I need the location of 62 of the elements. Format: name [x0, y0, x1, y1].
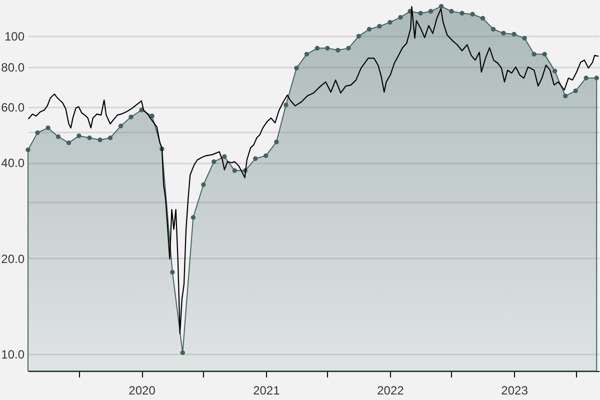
point	[118, 124, 124, 128]
point	[470, 12, 475, 17]
point	[573, 88, 578, 94]
x-tick-label: 2021	[253, 384, 280, 398]
point	[108, 136, 113, 140]
point	[150, 114, 154, 118]
point	[449, 8, 454, 14]
point	[314, 46, 320, 51]
y-tick-label: 20.0	[1, 252, 25, 266]
point	[274, 140, 279, 144]
x-tick-label: 2022	[377, 384, 404, 398]
point	[46, 126, 50, 130]
point	[304, 52, 310, 57]
y-tick-label: 60.0	[1, 100, 25, 114]
point	[584, 76, 588, 80]
point	[201, 182, 206, 188]
point	[232, 168, 237, 173]
point	[346, 46, 351, 51]
point	[438, 4, 444, 9]
x-tick-label: 2023	[501, 384, 528, 398]
point	[222, 154, 227, 159]
point	[594, 76, 599, 80]
point	[66, 140, 72, 146]
point	[35, 130, 40, 136]
point	[532, 52, 536, 57]
point	[366, 26, 372, 32]
point	[490, 26, 496, 32]
point	[284, 102, 288, 108]
point	[26, 148, 30, 152]
point	[212, 159, 216, 164]
point	[388, 20, 392, 25]
point	[294, 66, 299, 70]
point	[264, 153, 268, 158]
point	[253, 156, 258, 161]
point	[522, 36, 527, 41]
y-tick-label: 80.0	[1, 60, 25, 75]
point	[356, 34, 362, 39]
point	[428, 8, 434, 14]
point	[563, 94, 568, 98]
point	[76, 134, 82, 138]
point	[552, 68, 558, 74]
point	[542, 52, 547, 57]
y-tick-label: 10.0	[1, 348, 25, 362]
point	[87, 136, 92, 140]
y-tick-label: 40.0	[1, 156, 25, 170]
point	[180, 350, 185, 356]
y-tick-label: 100	[4, 30, 25, 44]
x-tick-label: 2020	[128, 384, 156, 398]
point	[501, 30, 506, 36]
point	[190, 215, 196, 220]
point	[325, 46, 330, 51]
point	[128, 114, 134, 120]
point	[398, 14, 403, 20]
point	[512, 32, 516, 37]
point	[56, 134, 61, 140]
point	[170, 270, 175, 275]
point	[480, 16, 486, 21]
point	[98, 138, 102, 142]
point	[336, 48, 340, 52]
point	[460, 10, 464, 16]
point	[377, 24, 382, 29]
point	[418, 10, 423, 16]
